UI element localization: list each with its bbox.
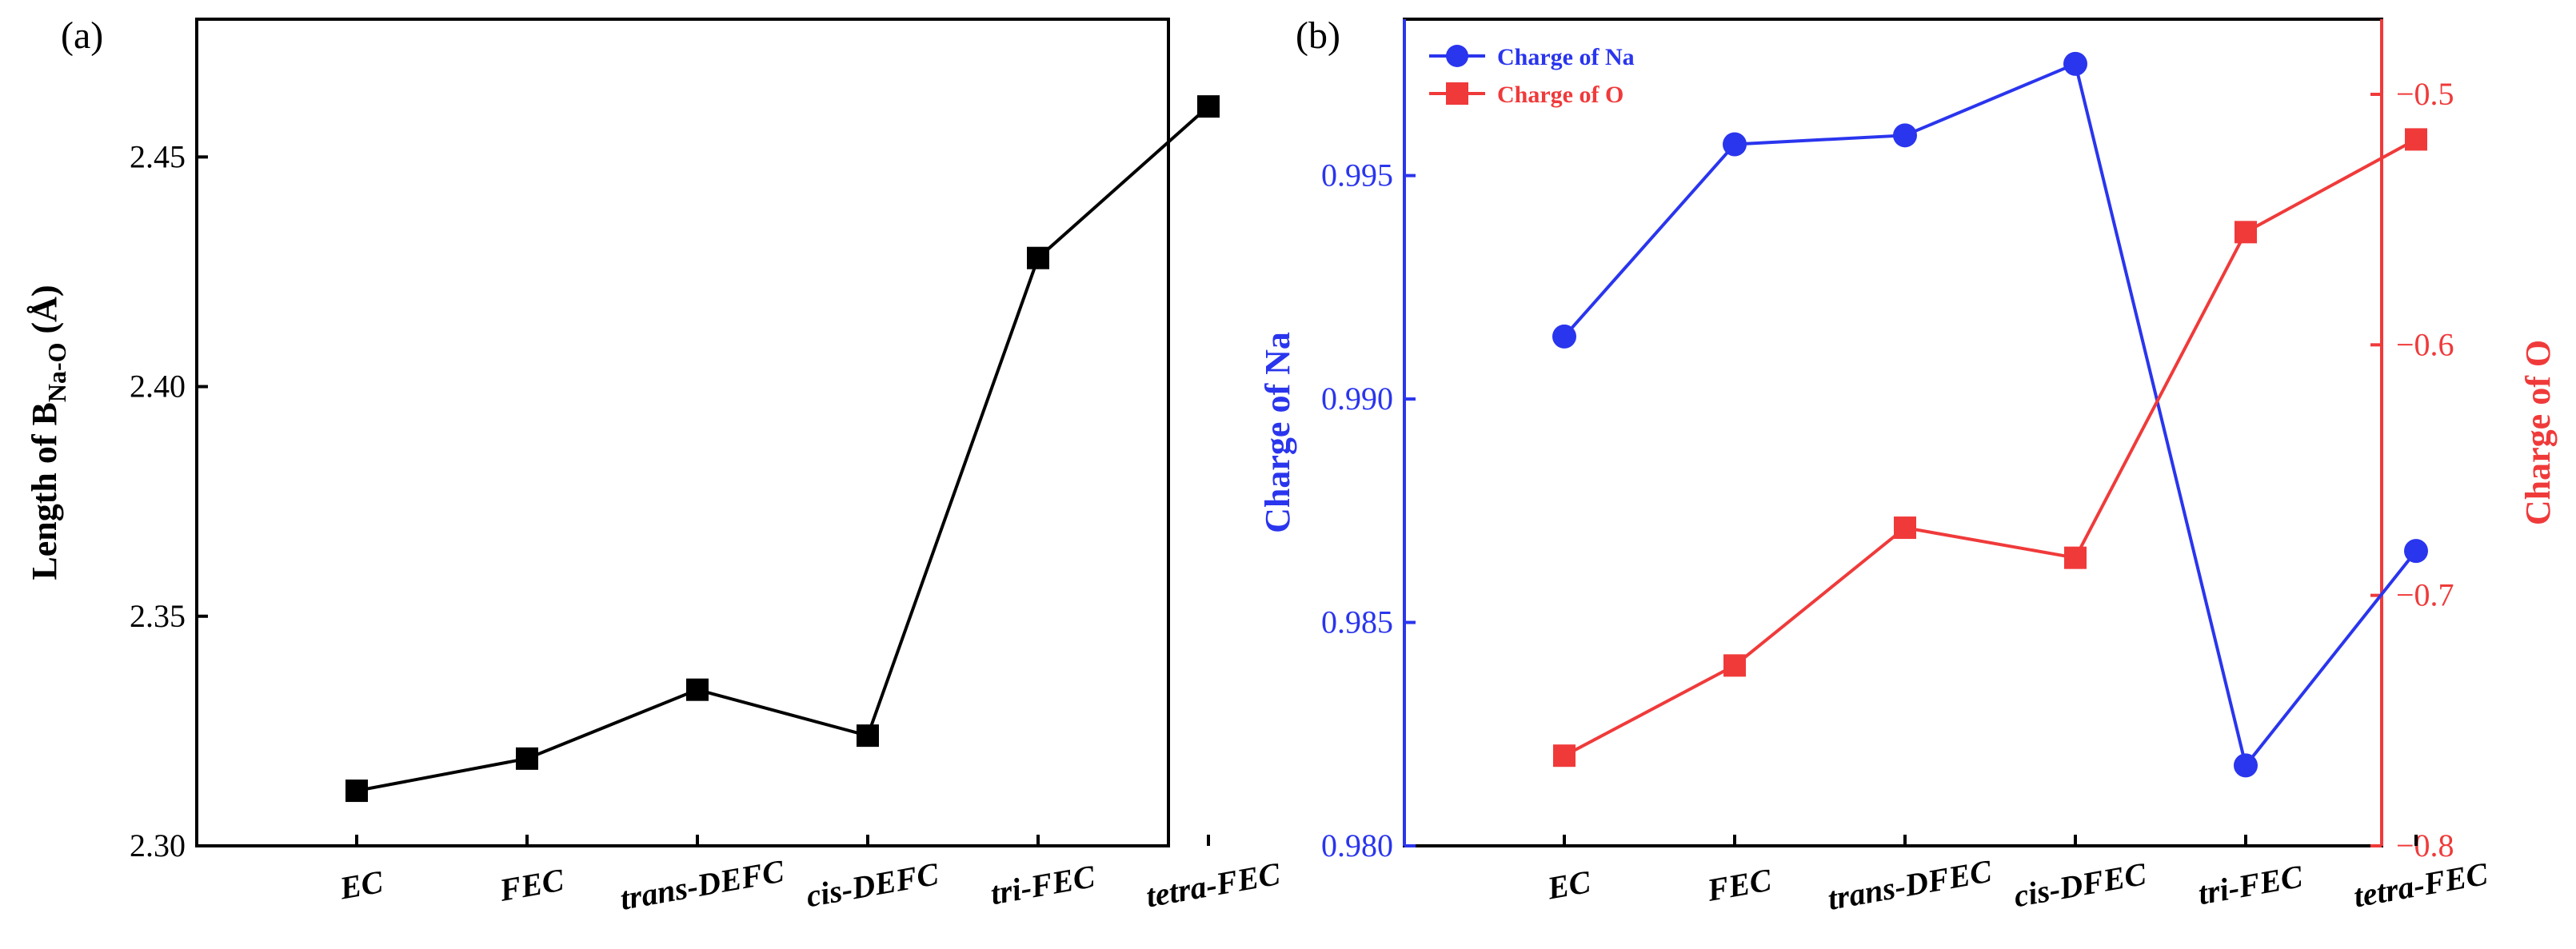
panel-b-legend: Charge of Na Charge of O [1429, 44, 1635, 108]
panel-b-left-axis-label: Charge of Na [1258, 332, 1297, 533]
b-series-line-na [1563, 62, 2418, 769]
b-left-tick-label: 0.985 [1321, 604, 1393, 640]
b-data-point-na [2063, 51, 2087, 76]
b-right-tick-label: −0.6 [2396, 326, 2454, 362]
a-data-point [1027, 246, 1049, 269]
a-data-point [686, 678, 709, 701]
panel-a-label: (a) [61, 14, 103, 57]
panel-a-plot-frame [195, 18, 1170, 847]
b-category-label: tri-FEC [2195, 858, 2306, 911]
b-right-tick-label: −0.5 [2396, 76, 2454, 112]
b-data-point-na [2234, 753, 2258, 778]
panel-a: (a) 2.30 2.35 2.40 2.45 EC FEC trans-DEFC cis-… [25, 14, 1284, 917]
panel-a-y-axis-label: Length of BNa-O (Å) [25, 285, 71, 580]
b-data-point-o [2405, 128, 2427, 151]
a-ytick-label: 2.45 [130, 138, 186, 174]
a-data-point [857, 724, 879, 748]
b-data-point-na [1552, 324, 1576, 349]
b-data-point-o [2064, 546, 2087, 569]
a-ytick-label: 2.35 [130, 598, 186, 634]
a-data-point [345, 780, 368, 803]
a-category-label: tetra-FEC [1144, 855, 1284, 915]
a-category-label: cis-DEFC [804, 855, 942, 914]
b-category-label: trans-DFEC [1825, 852, 1995, 916]
b-left-tick-label: 0.980 [1321, 827, 1393, 863]
b-right-tick-label: −0.8 [2396, 827, 2454, 863]
b-category-label: FEC [1703, 861, 1775, 908]
b-right-tick-label: −0.7 [2396, 577, 2454, 613]
a-ytick-label: 2.30 [130, 827, 186, 863]
legend-label-charge-o: Charge of O [1497, 82, 1623, 108]
legend-entry-charge-o: Charge of O [1429, 82, 1623, 108]
b-data-point-na [1893, 123, 1917, 148]
legend-label-charge-na: Charge of Na [1497, 44, 1635, 70]
a-series-line [356, 105, 1210, 793]
b-data-point-na [2404, 539, 2428, 564]
legend-entry-charge-na: Charge of Na [1429, 44, 1635, 70]
b-left-tick-label: 0.990 [1321, 381, 1393, 417]
legend-o-square-icon [1446, 82, 1468, 105]
a-data-point [516, 747, 538, 770]
a-data-point [1197, 95, 1220, 118]
a-category-label: trans-DEFC [617, 852, 788, 916]
panel-b-label: (b) [1296, 14, 1340, 57]
a-category-label: EC [336, 863, 386, 907]
b-data-point-o [1723, 654, 1746, 677]
b-category-label: tetra-FEC [2351, 855, 2491, 915]
b-data-point-na [1723, 132, 1747, 157]
b-category-label: EC [1544, 863, 1594, 907]
a-ytick-label: 2.40 [130, 369, 186, 405]
a-category-label: tri-FEC [988, 858, 1098, 911]
panel-b-right-axis-label: Charge of O [2518, 340, 2558, 525]
legend-na-circle-icon [1446, 45, 1468, 67]
a-category-label: FEC [496, 861, 567, 908]
b-left-tick-label: 0.995 [1321, 158, 1393, 193]
panel-b: (b) 0.980 0.985 0.990 0.995 −0.8 −0.7 −0.6 −0.… [1258, 14, 2558, 917]
b-series-line-o [1564, 138, 2417, 757]
b-data-point-o [1894, 516, 1916, 540]
b-data-point-o [2235, 221, 2257, 244]
b-category-label: cis-DFEC [2011, 855, 2150, 914]
b-data-point-o [1553, 744, 1576, 768]
